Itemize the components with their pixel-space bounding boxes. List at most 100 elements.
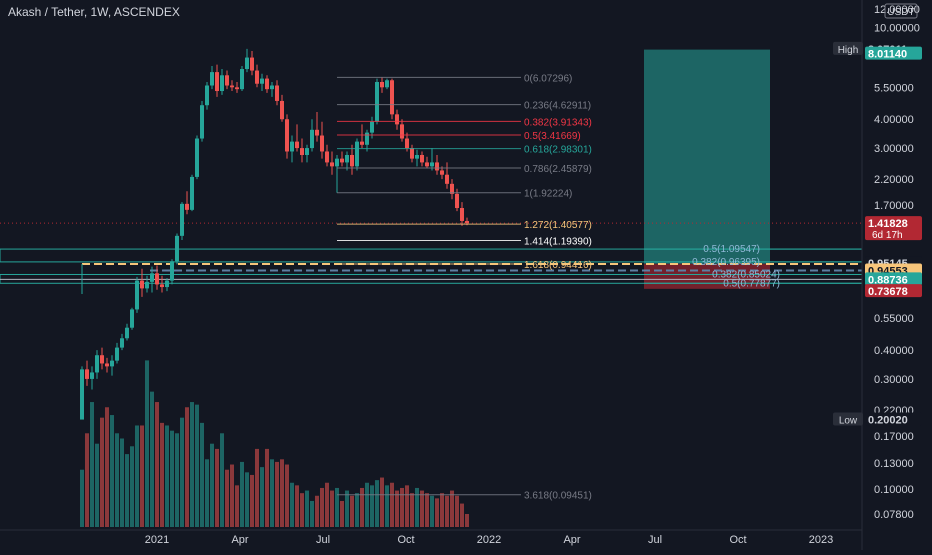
candle-body[interactable]: [440, 170, 444, 175]
candle-body[interactable]: [335, 158, 339, 167]
price-badge-prefix: High: [838, 45, 859, 56]
price-badge[interactable]: 0.73678: [865, 284, 922, 298]
candle-body[interactable]: [435, 162, 439, 171]
price-badge[interactable]: 0.20020 Low: [833, 412, 922, 426]
candle-body[interactable]: [295, 141, 299, 149]
candle-body[interactable]: [410, 148, 414, 159]
candle-body[interactable]: [80, 369, 84, 420]
candle-body[interactable]: [355, 141, 359, 167]
candle-body[interactable]: [90, 372, 94, 379]
candle-body[interactable]: [215, 72, 219, 92]
candle-body[interactable]: [85, 369, 89, 379]
candle-body[interactable]: [375, 81, 379, 122]
price-badge[interactable]: 8.01140: [865, 46, 922, 61]
candle-body[interactable]: [160, 284, 164, 288]
candle-body[interactable]: [135, 280, 139, 310]
volume-bar: [250, 474, 254, 527]
candle-body[interactable]: [125, 327, 129, 339]
candle-body[interactable]: [450, 183, 454, 194]
candle-body[interactable]: [425, 162, 429, 167]
candle-body[interactable]: [415, 154, 419, 159]
candle-body[interactable]: [385, 80, 389, 88]
volume-bar: [85, 433, 89, 527]
candle-body[interactable]: [305, 148, 309, 155]
position-loss-zone[interactable]: [644, 263, 770, 289]
candle-body[interactable]: [370, 121, 374, 133]
candle-body[interactable]: [255, 70, 259, 84]
candle-body[interactable]: [235, 87, 239, 90]
candle-body[interactable]: [300, 148, 304, 155]
candle-body[interactable]: [420, 154, 424, 163]
candle-body[interactable]: [170, 261, 174, 281]
candle-body[interactable]: [220, 75, 224, 92]
candle-body[interactable]: [390, 80, 394, 115]
currency-badge[interactable]: USDT: [884, 3, 918, 19]
candle-body[interactable]: [310, 129, 314, 149]
volume-bar: [455, 495, 459, 527]
candle-body[interactable]: [140, 280, 144, 289]
candle-body[interactable]: [460, 208, 464, 221]
candle-body[interactable]: [380, 81, 384, 88]
candle-body[interactable]: [250, 57, 254, 71]
candle-body[interactable]: [315, 129, 319, 136]
candle-body[interactable]: [400, 124, 404, 139]
candle-body[interactable]: [230, 85, 234, 88]
candle-body[interactable]: [285, 119, 289, 152]
price-badge-prefix-bg: [833, 412, 863, 426]
candle-body[interactable]: [325, 151, 329, 163]
candle-body[interactable]: [205, 85, 209, 106]
candle-body[interactable]: [145, 281, 149, 289]
candle-body[interactable]: [405, 138, 409, 149]
candle-body[interactable]: [445, 174, 449, 184]
candle-body[interactable]: [120, 338, 124, 348]
y-tick-label: 0.10000: [874, 484, 914, 496]
volume-bar: [180, 417, 184, 527]
candle-body[interactable]: [455, 193, 459, 209]
candle-body[interactable]: [95, 355, 99, 373]
candle-body[interactable]: [320, 135, 324, 152]
candle-body[interactable]: [165, 280, 169, 288]
candle-body[interactable]: [195, 138, 199, 177]
candle-body[interactable]: [110, 360, 114, 367]
candle-body[interactable]: [115, 347, 119, 361]
candle-body[interactable]: [245, 57, 249, 70]
candle-body[interactable]: [260, 78, 264, 84]
candle-body[interactable]: [430, 162, 434, 167]
candle-body[interactable]: [465, 220, 469, 224]
candle-body[interactable]: [275, 85, 279, 101]
candle-body[interactable]: [185, 203, 189, 210]
candle-body[interactable]: [190, 176, 194, 210]
fib-level-label: 0.618(2.98301): [524, 145, 592, 156]
volume-bar: [185, 407, 189, 527]
candle-body[interactable]: [330, 162, 334, 167]
candle-body[interactable]: [100, 355, 104, 364]
price-badge[interactable]: 0.88736: [865, 272, 922, 286]
candle-body[interactable]: [130, 309, 134, 328]
candle-body[interactable]: [240, 69, 244, 90]
candle-body[interactable]: [265, 78, 269, 90]
candle-body[interactable]: [350, 154, 354, 167]
candle-body[interactable]: [210, 72, 214, 86]
candle-body[interactable]: [280, 100, 284, 120]
candle-body[interactable]: [290, 141, 294, 152]
candle-body[interactable]: [360, 141, 364, 145]
candle-body[interactable]: [345, 154, 349, 163]
candle-body[interactable]: [395, 114, 399, 125]
candle-body[interactable]: [150, 273, 154, 282]
candle-body[interactable]: [270, 85, 274, 90]
candle-body[interactable]: [105, 363, 109, 367]
volume-bar: [340, 500, 344, 527]
candle-body[interactable]: [155, 273, 159, 285]
candle-body[interactable]: [175, 235, 179, 262]
fib-level-label: 0.786(2.45879): [524, 164, 592, 175]
position-profit-zone[interactable]: [644, 49, 770, 264]
candle-body[interactable]: [180, 203, 184, 236]
volume-bar: [380, 477, 384, 527]
candle-body[interactable]: [365, 132, 369, 145]
candle-body[interactable]: [340, 158, 344, 163]
candle-body[interactable]: [200, 105, 204, 139]
candle-body[interactable]: [225, 75, 229, 86]
